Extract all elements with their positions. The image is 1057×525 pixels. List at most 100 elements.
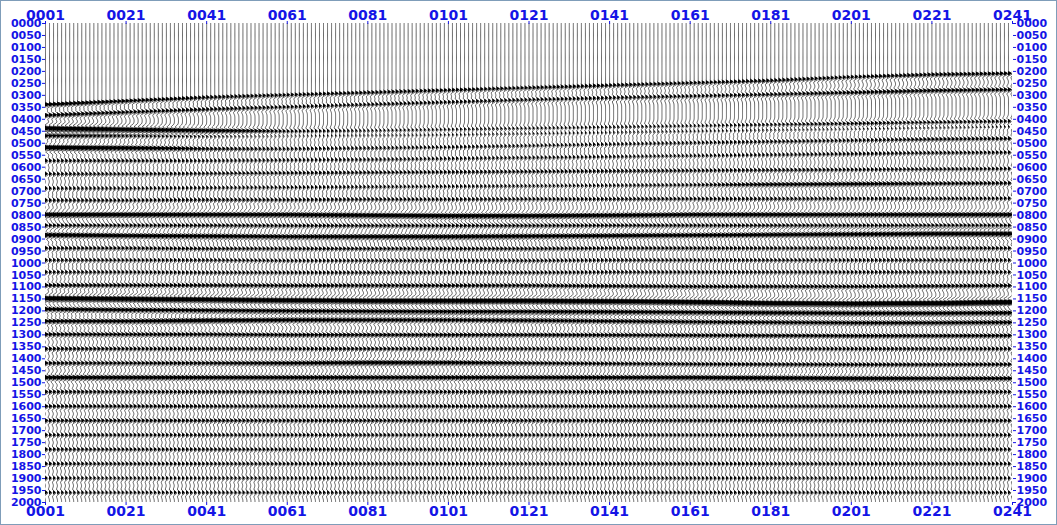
svg-text:1600: 1600	[10, 400, 42, 414]
svg-text:1050: 1050	[1016, 268, 1048, 282]
svg-text:0201: 0201	[832, 7, 871, 23]
svg-text:1750: 1750	[1016, 436, 1048, 450]
svg-text:1650: 1650	[10, 412, 42, 426]
svg-text:1900: 1900	[10, 472, 42, 486]
svg-text:0650: 0650	[10, 172, 42, 186]
svg-text:0600: 0600	[10, 160, 42, 174]
svg-text:0300: 0300	[10, 88, 42, 102]
svg-text:0600: 0600	[1016, 160, 1048, 174]
svg-text:0450: 0450	[10, 124, 42, 138]
svg-text:0850: 0850	[1016, 220, 1048, 234]
svg-text:0001: 0001	[26, 503, 65, 520]
svg-text:1400: 1400	[10, 352, 42, 366]
svg-text:1500: 1500	[10, 376, 42, 390]
svg-text:1000: 1000	[1016, 256, 1048, 270]
svg-text:0500: 0500	[10, 136, 42, 150]
svg-text:1000: 1000	[10, 256, 42, 270]
svg-text:0021: 0021	[107, 7, 146, 23]
svg-text:1350: 1350	[10, 340, 42, 354]
svg-text:1400: 1400	[1016, 352, 1048, 366]
svg-text:0350: 0350	[10, 100, 42, 114]
svg-text:0061: 0061	[268, 7, 307, 23]
svg-text:0950: 0950	[10, 244, 42, 258]
svg-text:0001: 0001	[26, 6, 65, 23]
svg-text:0450: 0450	[1016, 124, 1048, 138]
svg-text:1200: 1200	[10, 304, 42, 318]
svg-text:0350: 0350	[1016, 100, 1048, 114]
svg-text:0500: 0500	[1016, 136, 1048, 150]
svg-text:0021: 0021	[107, 503, 146, 519]
svg-text:1250: 1250	[1016, 316, 1048, 330]
svg-text:0241: 0241	[993, 6, 1032, 23]
svg-text:0101: 0101	[429, 503, 468, 519]
svg-text:1750: 1750	[10, 436, 42, 450]
svg-text:0400: 0400	[1016, 112, 1048, 126]
svg-text:0221: 0221	[912, 7, 951, 23]
svg-text:0250: 0250	[10, 76, 42, 90]
svg-text:0201: 0201	[832, 503, 871, 519]
svg-text:1250: 1250	[10, 316, 42, 330]
svg-text:0141: 0141	[590, 7, 629, 23]
svg-text:0221: 0221	[912, 503, 951, 519]
svg-text:1300: 1300	[1016, 328, 1048, 342]
svg-text:0181: 0181	[751, 503, 790, 519]
svg-text:0200: 0200	[1016, 64, 1048, 78]
svg-text:1350: 1350	[1016, 340, 1048, 354]
svg-text:0900: 0900	[10, 232, 42, 246]
svg-text:0061: 0061	[268, 503, 307, 519]
svg-text:0750: 0750	[10, 196, 42, 210]
svg-text:1700: 1700	[10, 424, 42, 438]
svg-text:0750: 0750	[1016, 196, 1048, 210]
svg-text:0041: 0041	[187, 503, 226, 519]
svg-text:0141: 0141	[590, 503, 629, 519]
svg-text:0081: 0081	[348, 7, 387, 23]
svg-text:1300: 1300	[10, 328, 42, 342]
svg-text:0121: 0121	[510, 7, 549, 23]
svg-text:0800: 0800	[1016, 208, 1048, 222]
svg-text:0550: 0550	[10, 148, 42, 162]
svg-text:1500: 1500	[1016, 376, 1048, 390]
svg-text:0121: 0121	[510, 503, 549, 519]
svg-text:0161: 0161	[671, 7, 710, 23]
svg-text:1850: 1850	[1016, 460, 1048, 474]
svg-text:0900: 0900	[1016, 232, 1048, 246]
svg-text:0850: 0850	[10, 220, 42, 234]
svg-text:2000: 2000	[1017, 496, 1048, 509]
svg-text:0700: 0700	[1016, 184, 1048, 198]
svg-text:0161: 0161	[671, 503, 710, 519]
svg-text:1850: 1850	[10, 460, 42, 474]
svg-text:1450: 1450	[10, 364, 42, 378]
svg-text:1200: 1200	[1016, 304, 1048, 318]
svg-text:0250: 0250	[1016, 76, 1048, 90]
svg-text:0550: 0550	[1016, 148, 1048, 162]
svg-text:0181: 0181	[751, 7, 790, 23]
svg-text:1450: 1450	[1016, 364, 1048, 378]
svg-text:2000: 2000	[11, 496, 42, 509]
svg-text:0400: 0400	[10, 112, 42, 126]
svg-text:1550: 1550	[10, 388, 42, 402]
svg-text:0200: 0200	[10, 64, 42, 78]
svg-text:0150: 0150	[1016, 52, 1048, 66]
svg-text:0700: 0700	[10, 184, 42, 198]
svg-text:0650: 0650	[1016, 172, 1048, 186]
svg-text:0800: 0800	[10, 208, 42, 222]
svg-text:0241: 0241	[993, 503, 1032, 520]
svg-text:0950: 0950	[1016, 244, 1048, 258]
svg-text:0150: 0150	[10, 52, 42, 66]
svg-text:1150: 1150	[1016, 292, 1048, 306]
svg-text:1800: 1800	[1016, 448, 1048, 462]
svg-text:1800: 1800	[10, 448, 42, 462]
svg-text:1700: 1700	[1016, 424, 1048, 438]
svg-text:1100: 1100	[10, 280, 42, 294]
svg-text:0081: 0081	[348, 503, 387, 519]
svg-text:1650: 1650	[1016, 412, 1048, 426]
svg-text:1050: 1050	[10, 268, 42, 282]
svg-text:0101: 0101	[429, 7, 468, 23]
svg-text:1900: 1900	[1016, 472, 1048, 486]
svg-text:1150: 1150	[10, 292, 42, 306]
svg-text:0300: 0300	[1016, 88, 1048, 102]
svg-text:1100: 1100	[1016, 280, 1048, 294]
svg-text:1550: 1550	[1016, 388, 1048, 402]
svg-text:0041: 0041	[187, 7, 226, 23]
svg-text:1600: 1600	[1016, 400, 1048, 414]
